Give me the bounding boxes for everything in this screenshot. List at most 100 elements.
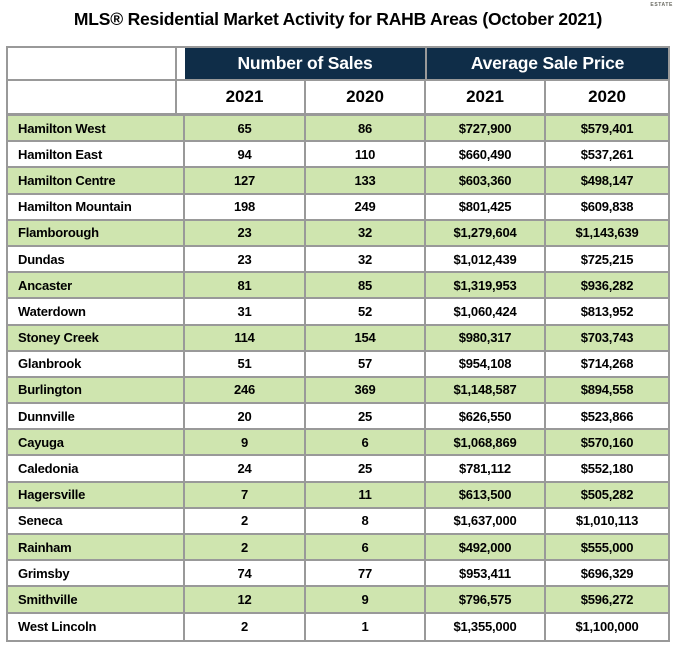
row-area-label: Hamilton West xyxy=(8,116,185,141)
table-row: Grimsby 74 77 $953,411 $696,329 xyxy=(8,561,668,588)
row-price-2020-value: $596,272 xyxy=(580,591,634,607)
row-price-2020-value: $1,100,000 xyxy=(575,619,639,635)
year-empty-cell xyxy=(8,81,177,113)
row-sales-2021-value: 81 xyxy=(185,273,306,298)
row-area-label: Stoney Creek xyxy=(8,325,185,350)
table-group-header-row: Number of Sales Average Sale Price xyxy=(8,48,668,81)
table-row: Ancaster 81 85 $1,319,953 $936,282 xyxy=(8,273,668,300)
row-price-2020-value: $579,401 xyxy=(580,120,634,136)
row-price-2021-value: $660,490 xyxy=(426,142,546,167)
table-row: West Lincoln 2 1 $1,355,000 $1,100,000 xyxy=(8,613,668,640)
row-sales-2021-value: 246 xyxy=(185,377,306,403)
row-sales-2020-value: 9 xyxy=(306,587,426,612)
row-area-label: Flamborough xyxy=(8,220,185,245)
row-area-label: Hamilton Centre xyxy=(8,168,185,193)
table-row: Burlington 246 369 $1,148,587 $894,558 xyxy=(8,377,668,405)
row-sales-2020-value: 32 xyxy=(306,246,426,272)
row-area-label: Caledonia xyxy=(8,456,185,481)
row-price-2021-value: $1,319,953 xyxy=(426,273,546,298)
row-sales-2021-value: 9 xyxy=(185,430,306,455)
row-price-2021-value: $1,148,587 xyxy=(426,377,546,403)
row-sales-2020-value: 8 xyxy=(306,508,426,533)
row-sales-2021-value: 74 xyxy=(185,561,306,586)
row-sales-2021-value: 23 xyxy=(185,246,306,272)
corner-empty-cell xyxy=(8,48,177,79)
row-price-2020-value: $498,147 xyxy=(580,172,634,188)
row-price-2020-value: $813,952 xyxy=(580,303,634,319)
table-row: Seneca 2 8 $1,637,000 $1,010,113 xyxy=(8,508,668,535)
row-area-label: Ancaster xyxy=(8,273,185,298)
row-price-2021-value: $727,900 xyxy=(426,116,546,141)
market-activity-table: Number of Sales Average Sale Price 2021 … xyxy=(6,46,670,642)
table-row: Hamilton West 65 86 $727,900 $579,401 xyxy=(8,116,668,143)
row-sales-2021-value: 198 xyxy=(185,194,306,219)
table-row: Hagersville 7 11 $613,500 $505,282 xyxy=(8,482,668,509)
row-price-2021-value: $1,060,424 xyxy=(426,299,546,324)
row-price-2020-value: $714,268 xyxy=(580,356,634,372)
row-sales-2020-value: 85 xyxy=(306,273,426,298)
row-sales-2021-value: 127 xyxy=(185,168,306,193)
table-row: Cayuga 9 6 $1,068,869 $570,160 xyxy=(8,430,668,457)
table-row: Hamilton Mountain 198 249 $801,425 $609,… xyxy=(8,194,668,221)
row-price-2020-value: $505,282 xyxy=(580,487,634,503)
row-sales-2021-value: 94 xyxy=(185,142,306,167)
row-price-2021-value: $801,425 xyxy=(426,194,546,219)
row-price-2021-value: $626,550 xyxy=(426,404,546,429)
row-area-label: Dunnville xyxy=(8,404,185,429)
table-row: Flamborough 23 32 $1,279,604 $1,143,639 xyxy=(8,220,668,247)
row-price-2021-value: $953,411 xyxy=(426,561,546,586)
row-sales-2020-value: 52 xyxy=(306,299,426,324)
row-price-2020-value: $1,010,113 xyxy=(575,513,639,529)
row-price-2020-value: $894,558 xyxy=(580,382,634,398)
year-header-sales-2020: 2020 xyxy=(306,81,426,113)
row-sales-2021-value: 51 xyxy=(185,351,306,376)
row-area-label: Hagersville xyxy=(8,482,185,507)
row-area-label: Hamilton Mountain xyxy=(8,194,185,219)
cropped-logo-text: ESTATE xyxy=(650,2,673,8)
row-sales-2021-value: 12 xyxy=(185,587,306,612)
group-header-number-of-sales: Number of Sales xyxy=(185,48,427,79)
row-price-2020-value: $570,160 xyxy=(580,434,634,450)
row-price-2021-value: $1,637,000 xyxy=(426,508,546,533)
year-header-sales-2021: 2021 xyxy=(185,81,306,113)
row-sales-2020-value: 133 xyxy=(306,168,426,193)
table-row: Dunnville 20 25 $626,550 $523,866 xyxy=(8,404,668,431)
row-price-2020-value: $725,215 xyxy=(580,251,634,267)
page-title: MLS® Residential Market Activity for RAH… xyxy=(73,9,603,29)
row-sales-2020-value: 110 xyxy=(306,142,426,167)
table-year-header-row: 2021 2020 2021 2020 xyxy=(8,81,668,116)
row-price-2021-value: $1,355,000 xyxy=(426,613,546,640)
row-price-2021-value: $492,000 xyxy=(426,535,546,560)
row-price-2021-value: $613,500 xyxy=(426,482,546,507)
group-header-average-sale-price: Average Sale Price xyxy=(427,48,668,79)
row-sales-2020-value: 1 xyxy=(306,613,426,640)
row-sales-2021-value: 24 xyxy=(185,456,306,481)
row-sales-2021-value: 2 xyxy=(185,508,306,533)
row-area-label: Smithville xyxy=(8,587,185,612)
row-sales-2020-value: 249 xyxy=(306,194,426,219)
row-area-label: Grimsby xyxy=(8,561,185,586)
row-sales-2021-value: 114 xyxy=(185,325,306,350)
table-row: Hamilton East 94 110 $660,490 $537,261 xyxy=(8,142,668,169)
table-row: Hamilton Centre 127 133 $603,360 $498,14… xyxy=(8,168,668,195)
row-sales-2021-value: 31 xyxy=(185,299,306,324)
year-header-price-2021: 2021 xyxy=(426,81,546,113)
header-gap-spacer xyxy=(177,81,185,113)
row-price-2020-value: $555,000 xyxy=(580,539,634,555)
table-row: Glanbrook 51 57 $954,108 $714,268 xyxy=(8,351,668,378)
row-sales-2021-value: 2 xyxy=(185,535,306,560)
row-area-label: Hamilton East xyxy=(8,142,185,167)
row-price-2021-value: $980,317 xyxy=(426,325,546,350)
table-row: Waterdown 31 52 $1,060,424 $813,952 xyxy=(8,299,668,326)
row-sales-2020-value: 25 xyxy=(306,404,426,429)
row-area-label: Glanbrook xyxy=(8,351,185,376)
row-sales-2020-value: 32 xyxy=(306,220,426,245)
row-price-2020-value: $1,143,639 xyxy=(575,225,639,241)
header-gap-spacer xyxy=(177,48,185,79)
row-price-2020-value: $696,329 xyxy=(580,565,634,581)
row-sales-2020-value: 77 xyxy=(306,561,426,586)
row-price-2020-value: $523,866 xyxy=(580,408,634,424)
row-price-2020-value: $609,838 xyxy=(580,199,634,215)
row-price-2020-value: $552,180 xyxy=(580,461,634,477)
